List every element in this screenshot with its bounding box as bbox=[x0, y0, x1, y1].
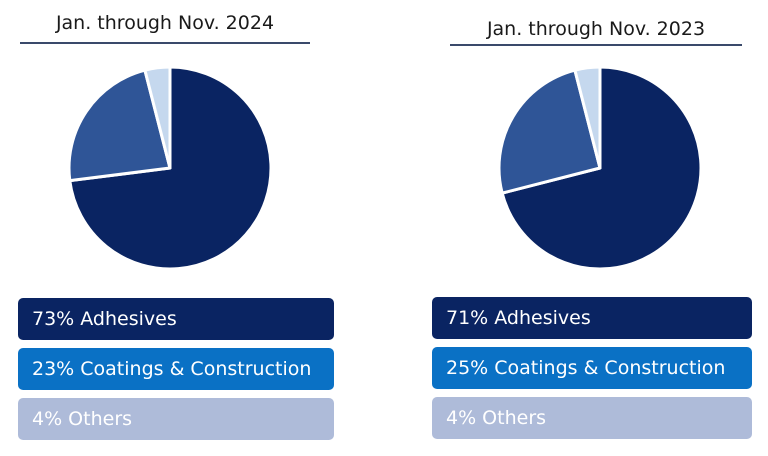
legend-item-coatings: 25% Coatings & Construction bbox=[432, 347, 752, 389]
pie-slice-others bbox=[573, 65, 602, 170]
pie-slice-coatings bbox=[497, 68, 602, 195]
title-underline bbox=[20, 42, 310, 44]
title-underline bbox=[450, 44, 742, 46]
pie-slice-adhesives bbox=[500, 65, 703, 271]
legend-label: 4% Others bbox=[446, 407, 547, 429]
pie-slice-others bbox=[143, 65, 172, 170]
pie-chart-2023 bbox=[497, 65, 703, 271]
legend-item-others: 4% Others bbox=[432, 397, 752, 439]
legend-item-coatings: 23% Coatings & Construction bbox=[18, 348, 334, 390]
chart-panel-2023: Jan. through Nov. 2023 71% Adhesives 25%… bbox=[384, 0, 768, 456]
legend-item-others: 4% Others bbox=[18, 398, 334, 440]
legend-label: 4% Others bbox=[32, 408, 133, 430]
legend-label: 23% Coatings & Construction bbox=[32, 358, 312, 380]
chart-title: Jan. through Nov. 2023 bbox=[486, 18, 706, 40]
chart-title: Jan. through Nov. 2024 bbox=[55, 12, 275, 34]
chart-panel-2024: Jan. through Nov. 2024 73% Adhesives 23%… bbox=[18, 12, 334, 440]
legend-label: 73% Adhesives bbox=[32, 308, 177, 330]
legend-label: 25% Coatings & Construction bbox=[446, 357, 726, 379]
legend-label: 71% Adhesives bbox=[446, 307, 591, 329]
legend-item-adhesives: 73% Adhesives bbox=[18, 298, 334, 340]
pie-chart-2024 bbox=[67, 65, 273, 271]
legend-item-adhesives: 71% Adhesives bbox=[432, 297, 752, 339]
pie-slice-coatings bbox=[67, 68, 172, 183]
